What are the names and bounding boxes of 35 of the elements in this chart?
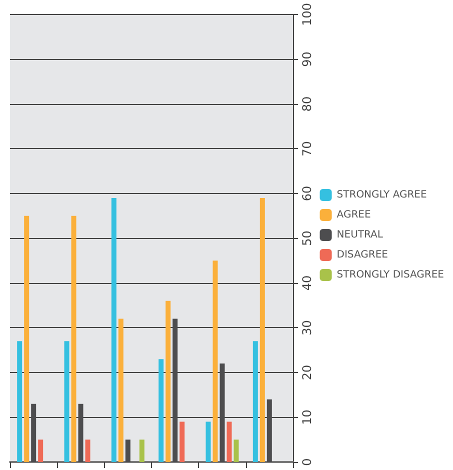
y-tick-label: 80 [300,96,314,112]
y-tick-label: 70 [300,141,314,156]
y-tick-label: 50 [300,230,314,246]
bar [118,318,124,462]
bar [158,359,164,462]
y-tick-label: 0 [300,458,314,466]
bar [85,440,90,462]
bar [64,341,70,462]
bar [226,422,232,462]
y-tick-label: 40 [300,275,314,291]
legend-label: DISAGREE [336,250,388,260]
bar [71,216,76,462]
bar [111,198,116,462]
y-tick-label: 30 [300,320,314,336]
y-tick-label: 100 [300,3,314,26]
bar [166,300,171,462]
legend-label: STRONGLY DISAGREE [336,270,444,280]
y-tick-label: 20 [300,364,314,380]
bar [24,216,30,462]
legend-label: NEUTRAL [336,230,384,240]
bar [212,260,218,462]
y-tick-label: 60 [300,186,314,202]
bar [206,422,211,462]
bar [252,341,258,462]
legend-label: AGREE [336,210,371,220]
bar [139,440,144,462]
bar [38,440,44,462]
bar [260,198,265,462]
bar [234,440,239,462]
y-tick-label: 90 [300,52,314,67]
bar [125,440,130,462]
bar [17,341,22,462]
legend-label: STRONGLY AGREE [336,190,427,200]
bar [180,422,185,462]
y-tick-label: 10 [300,410,314,425]
